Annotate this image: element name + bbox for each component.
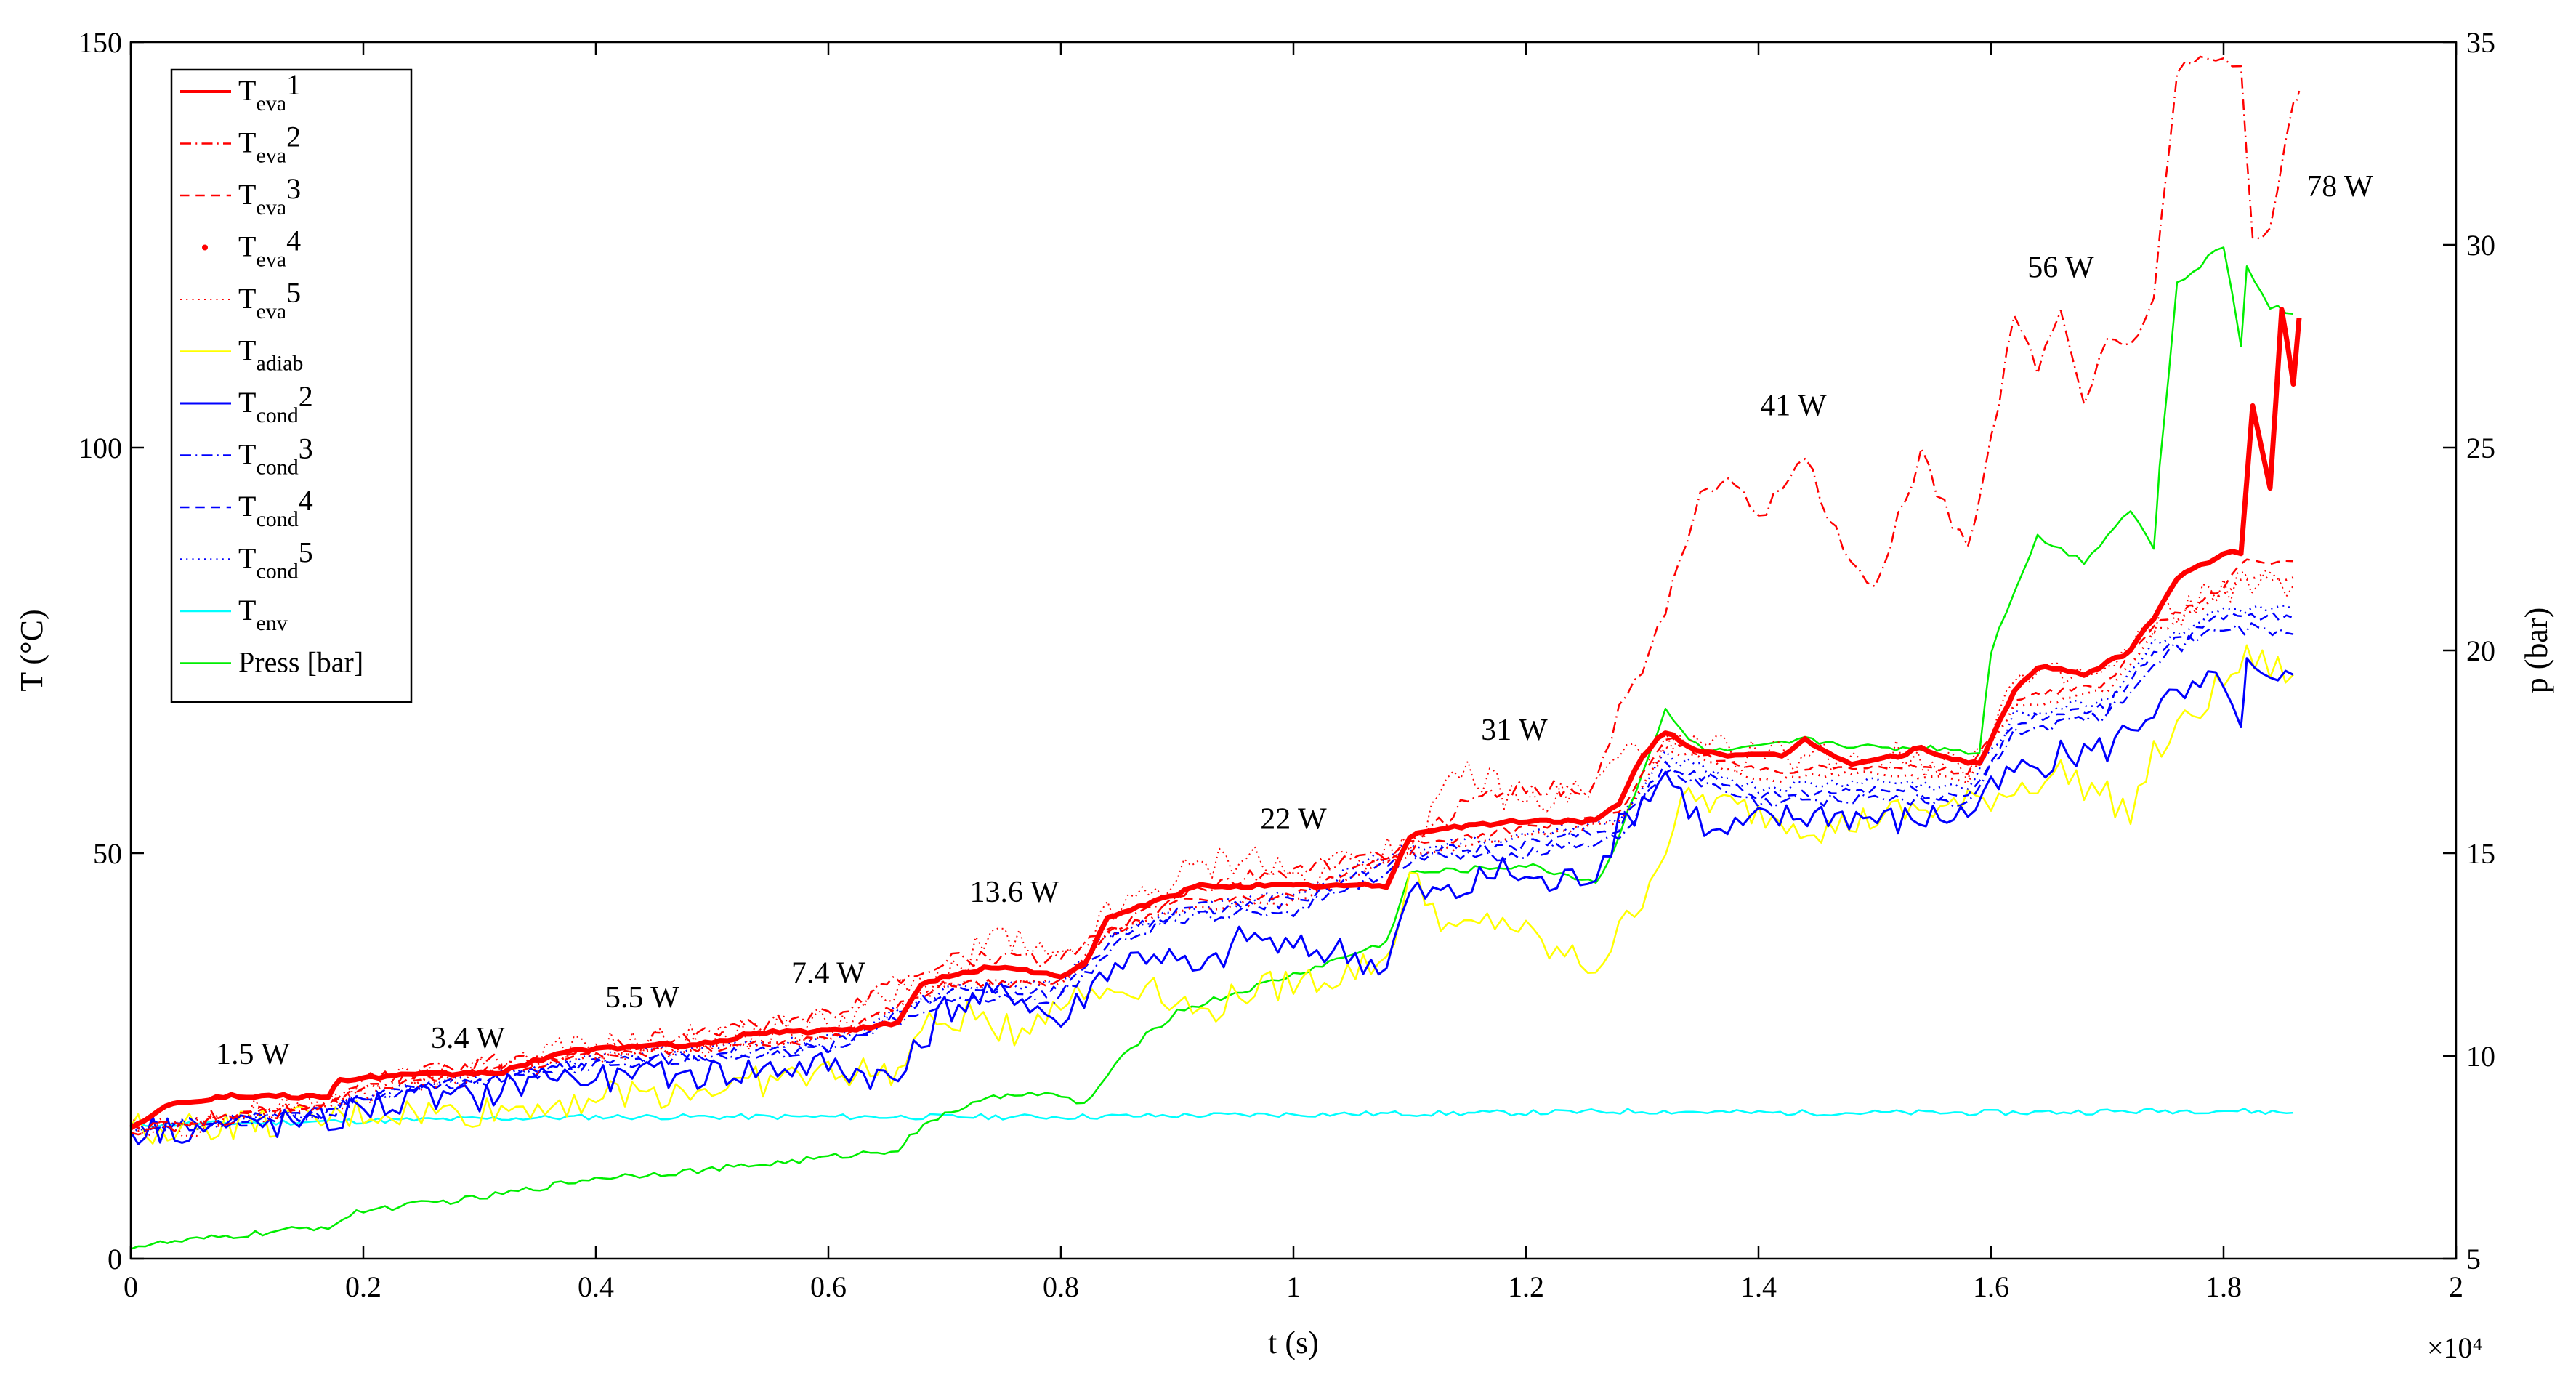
legend-label-tadiab: Tadiab bbox=[238, 334, 303, 376]
legend-label-teva5: Teva5 bbox=[238, 276, 301, 323]
y-right-tick-label: 35 bbox=[2466, 26, 2495, 59]
legend-label-tcond5: Tcond5 bbox=[238, 536, 313, 584]
x-tick-label: 2 bbox=[2449, 1270, 2463, 1303]
x-tick-label: 1.8 bbox=[2205, 1270, 2242, 1303]
power-annotation: 1.5 W bbox=[216, 1038, 290, 1071]
series-line-teva3 bbox=[130, 558, 2294, 1131]
x-tick-label: 1.6 bbox=[1973, 1270, 2009, 1303]
series-line-tcond4 bbox=[130, 611, 2294, 1132]
legend-label-teva4: Teva4 bbox=[238, 225, 301, 272]
y-left-tick-label: 50 bbox=[93, 837, 122, 870]
power-annotation: 31 W bbox=[1481, 714, 1548, 747]
series-line-tcond3 bbox=[130, 622, 2294, 1132]
x-axis-label: t (s) bbox=[1268, 1325, 1319, 1360]
y-right-tick-label: 10 bbox=[2466, 1040, 2495, 1073]
series-layer bbox=[129, 55, 2302, 1250]
legend-box bbox=[170, 68, 413, 703]
x-tick-label: 1.2 bbox=[1508, 1270, 1544, 1303]
series-line-teva2 bbox=[130, 55, 2301, 1136]
x-tick-label: 1 bbox=[1286, 1270, 1301, 1303]
power-annotation: 5.5 W bbox=[605, 981, 679, 1015]
series-line-teva5 bbox=[130, 570, 2294, 1139]
series-line-press bbox=[130, 246, 2294, 1250]
power-annotation: 7.4 W bbox=[791, 957, 865, 991]
x-tick-label: 1.4 bbox=[1740, 1270, 1777, 1303]
series-line-teva4 bbox=[130, 573, 2294, 1132]
annotations-layer: 1.5 W 3.4 W 5.5 W 7.4 W 13.6 W 22 W 31 W 41 W 56… bbox=[216, 170, 2373, 1071]
power-annotation: 22 W bbox=[1260, 803, 1327, 836]
y-right-tick-label: 20 bbox=[2466, 634, 2495, 667]
y-right-tick-label: 25 bbox=[2466, 432, 2495, 464]
y-right-tick-label: 30 bbox=[2466, 229, 2495, 262]
y-left-tick-label: 150 bbox=[78, 26, 122, 59]
x-tick-label: 0.2 bbox=[345, 1270, 381, 1303]
y-left-tick-label: 100 bbox=[78, 432, 122, 464]
series-line-tadiab bbox=[129, 644, 2294, 1145]
power-annotation: 78 W bbox=[2306, 170, 2373, 203]
y-axis-label-right: p (bar) bbox=[2519, 608, 2554, 694]
series-line-teva1 bbox=[129, 307, 2302, 1131]
legend-label-tcond3: Tcond3 bbox=[238, 432, 313, 480]
x-tick-label: 0.8 bbox=[1043, 1270, 1079, 1303]
labels-layer: t (s) T (°C) p (bar) ×10⁴ bbox=[14, 608, 2554, 1364]
y-left-tick-label: 0 bbox=[108, 1243, 122, 1275]
ticks-layer: 0 0.2 0.4 0.6 0.8 1 1.2 1.4 1.6 1.8 20501001505101… bbox=[78, 26, 2495, 1303]
legend-label-teva1: Teva1 bbox=[238, 68, 301, 116]
series-line-tcond2 bbox=[129, 657, 2294, 1145]
x-axis-multiplier: ×10⁴ bbox=[2427, 1331, 2483, 1364]
legend-label-press: Press [bar] bbox=[238, 646, 363, 679]
power-annotation: 41 W bbox=[1760, 389, 1827, 422]
x-tick-label: 0 bbox=[124, 1270, 138, 1303]
legend-swatch-teva4 bbox=[202, 244, 208, 251]
power-annotation: 13.6 W bbox=[970, 876, 1059, 909]
power-annotation: 56 W bbox=[2027, 251, 2094, 285]
y-axis-label-left: T (°C) bbox=[14, 609, 49, 691]
legend-label-tcond2: Tcond2 bbox=[238, 380, 313, 427]
power-annotation: 3.4 W bbox=[431, 1022, 505, 1055]
x-tick-label: 0.6 bbox=[810, 1270, 847, 1303]
series-line-tenv bbox=[130, 1108, 2294, 1128]
legend-label-teva3: Teva3 bbox=[238, 172, 301, 219]
x-tick-label: 0.4 bbox=[578, 1270, 614, 1303]
y-right-tick-label: 5 bbox=[2466, 1243, 2481, 1275]
y-right-tick-label: 15 bbox=[2466, 837, 2495, 870]
legend-label-tcond4: Tcond4 bbox=[238, 484, 313, 531]
legend-label-tenv: Tenv bbox=[238, 594, 288, 635]
legend-label-teva2: Teva2 bbox=[238, 121, 301, 168]
